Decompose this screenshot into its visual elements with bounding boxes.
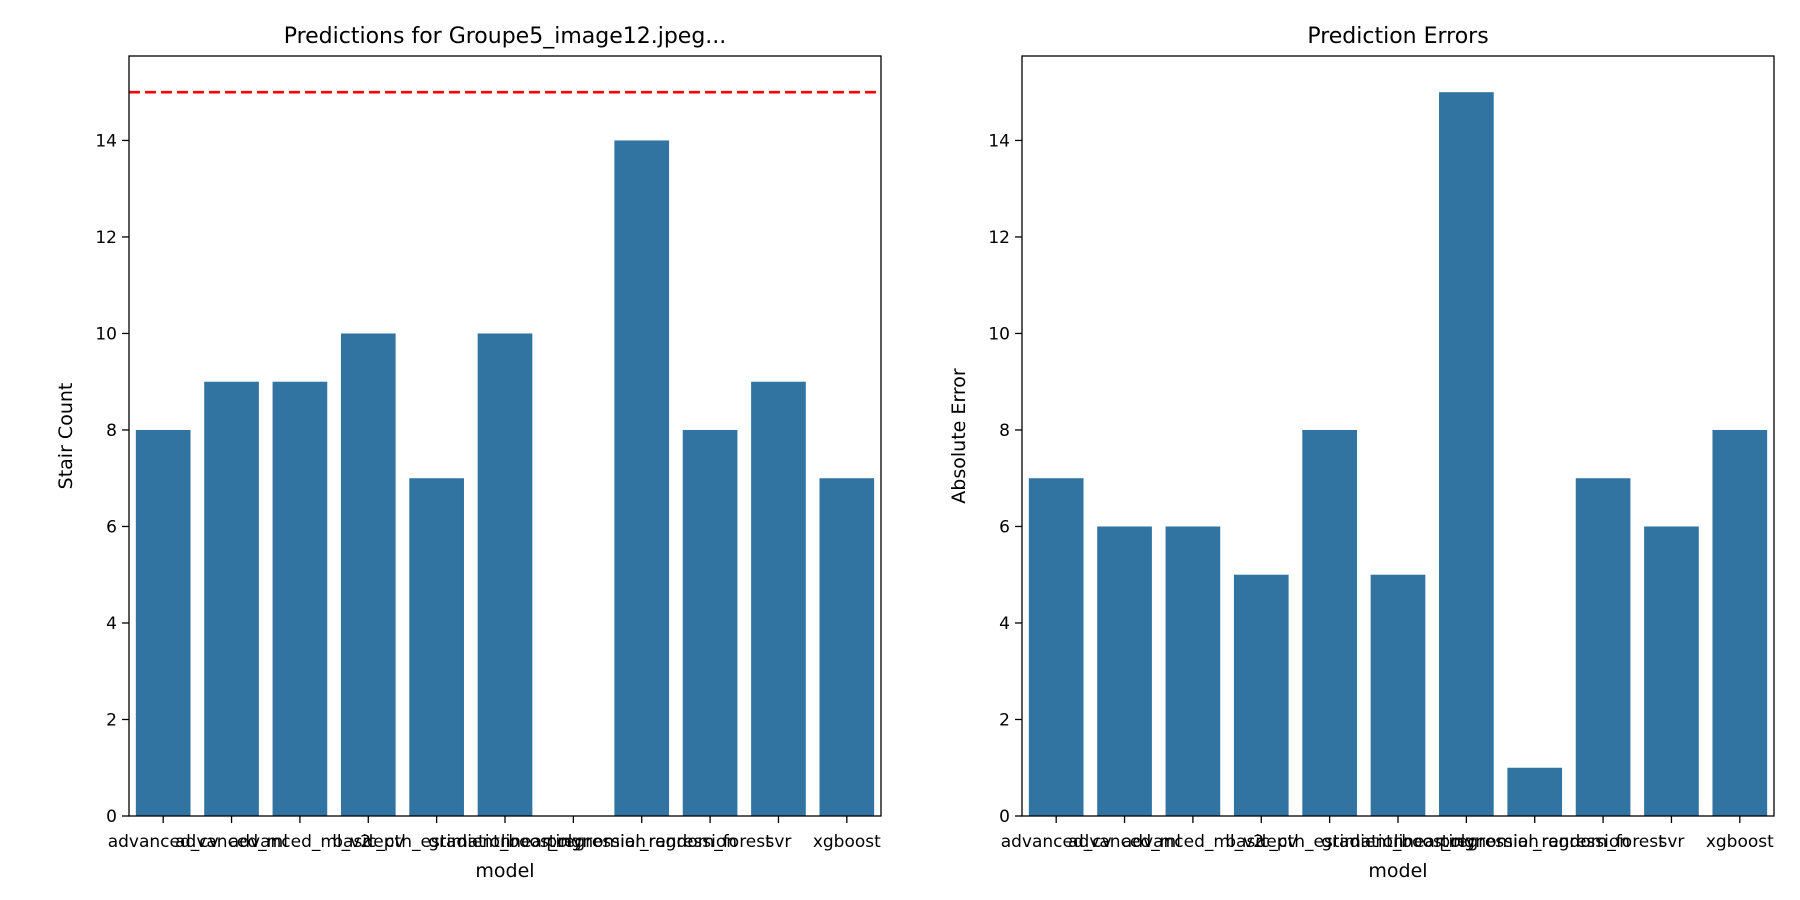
x-tick-label: xgboost xyxy=(813,832,881,852)
bar-polynomial-regression xyxy=(614,140,670,816)
bar-advanced-cv xyxy=(1028,478,1084,816)
x-tick-label: basic_cv xyxy=(332,832,404,852)
y-tick-label: 6 xyxy=(106,517,117,537)
y-tick-label: 4 xyxy=(106,614,117,634)
chart-title: Prediction Errors xyxy=(1307,24,1488,49)
bar-linear-regression xyxy=(1439,92,1494,816)
x-tick-label: linear_regression xyxy=(1394,832,1539,852)
y-tick-label: 4 xyxy=(999,614,1010,634)
x-tick-label: advanced_ml xyxy=(175,832,288,852)
x-tick-label: linear_regression xyxy=(501,832,646,852)
bar-polynomial-regression xyxy=(1507,767,1563,816)
y-tick-label: 2 xyxy=(106,710,117,730)
y-tick-label: 8 xyxy=(106,421,117,441)
y-tick-label: 10 xyxy=(95,324,117,344)
bar-gradient-boosting xyxy=(477,333,533,816)
bar-gradient-boosting xyxy=(1370,574,1426,816)
x-axis-label: model xyxy=(475,860,534,882)
x-tick-label: random_forest xyxy=(648,832,772,852)
x-tick-label: svr xyxy=(1658,832,1684,852)
x-tick-label: gradient_boosting xyxy=(1321,832,1475,852)
errors-chart: Prediction Errors model Absolute Error 0… xyxy=(948,24,1775,882)
y-tick-label: 8 xyxy=(999,421,1010,441)
bar-depth-estimation xyxy=(1302,429,1357,816)
x-tick-label: depth_estimation xyxy=(363,832,511,852)
bar-xgboost xyxy=(819,478,875,816)
chart-title: Predictions for Groupe5_image12.jpeg... xyxy=(284,24,727,49)
x-tick-label: advanced_cv xyxy=(1001,832,1112,852)
y-tick-label: 0 xyxy=(999,807,1010,827)
bar-depth-estimation xyxy=(409,478,464,816)
x-tick-label: polynomial_regression xyxy=(546,832,737,852)
bar-random-forest xyxy=(1575,478,1631,816)
y-tick-label: 14 xyxy=(988,131,1010,151)
x-tick-label: gradient_boosting xyxy=(428,832,582,852)
bar-advanced-ml xyxy=(204,381,259,816)
x-tick-label: advanced_ml_v2 xyxy=(229,832,371,852)
y-axis-label: Stair Count xyxy=(55,383,77,490)
x-tick-label: basic_cv xyxy=(1225,832,1297,852)
y-axis-label: Absolute Error xyxy=(948,368,970,504)
y-tick-label: 12 xyxy=(988,228,1010,248)
bar-svr xyxy=(1644,526,1699,816)
y-tick-label: 2 xyxy=(999,710,1010,730)
x-tick-label: svr xyxy=(765,832,791,852)
bar-advanced-ml-v2 xyxy=(1165,526,1221,816)
x-tick-label: advanced_ml xyxy=(1068,832,1181,852)
bar-advanced-cv xyxy=(135,429,191,816)
bar-basic-cv xyxy=(340,333,396,816)
bar-svr xyxy=(751,381,806,816)
x-tick-label: polynomial_regression xyxy=(1439,832,1630,852)
bar-advanced-ml xyxy=(1097,526,1152,816)
bar-basic-cv xyxy=(1233,574,1289,816)
x-tick-label: random_forest xyxy=(1541,832,1665,852)
y-tick-label: 12 xyxy=(95,228,117,248)
y-tick-label: 0 xyxy=(106,807,117,827)
x-tick-label: depth_estimation xyxy=(1256,832,1404,852)
predictions-chart: Predictions for Groupe5_image12.jpeg... … xyxy=(55,24,882,882)
x-axis-label: model xyxy=(1368,860,1427,882)
y-tick-label: 14 xyxy=(95,131,117,151)
x-tick-label: xgboost xyxy=(1706,832,1774,852)
y-tick-label: 6 xyxy=(999,517,1010,537)
y-tick-label: 10 xyxy=(988,324,1010,344)
x-tick-label: advanced_cv xyxy=(108,832,219,852)
x-tick-label: advanced_ml_v2 xyxy=(1122,832,1264,852)
bar-random-forest xyxy=(682,429,738,816)
bar-xgboost xyxy=(1712,429,1768,816)
bar-advanced-ml-v2 xyxy=(272,381,328,816)
